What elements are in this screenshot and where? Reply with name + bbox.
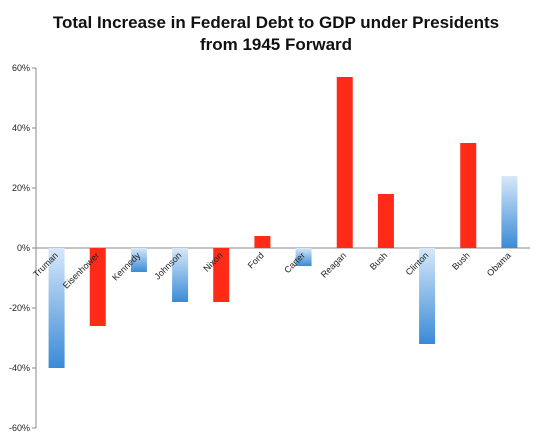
- y-tick-label: 40%: [12, 123, 30, 133]
- bar-eisenhower-1: [89, 248, 106, 326]
- y-tick-label: -40%: [9, 363, 30, 373]
- category-label: Bush: [450, 250, 472, 272]
- category-label: Reagan: [319, 250, 348, 279]
- bar-clinton-9: [419, 248, 436, 344]
- bar-carter-6: [295, 248, 312, 266]
- bar-nixon-4: [213, 248, 230, 302]
- bar-johnson-3: [172, 248, 189, 302]
- y-tick-label: -20%: [9, 303, 30, 313]
- chart-title-line-1: Total Increase in Federal Debt to GDP un…: [53, 13, 499, 32]
- category-label: Obama: [485, 250, 513, 278]
- bar-series: [48, 77, 518, 368]
- y-tick-label: 60%: [12, 63, 30, 73]
- bar-bush-10: [460, 143, 477, 248]
- category-label: Ford: [246, 250, 266, 270]
- bar-truman-0: [48, 248, 65, 368]
- y-tick-label: 20%: [12, 183, 30, 193]
- bar-obama-11: [501, 176, 518, 248]
- bar-kennedy-2: [130, 248, 147, 272]
- y-tick-label: -60%: [9, 423, 30, 433]
- y-axis: 60% 40% 20% 0% -20% -40% -60%: [9, 63, 530, 433]
- bar-reagan-7: [336, 77, 353, 248]
- y-tick-label: 0%: [17, 243, 30, 253]
- bar-bush-8: [377, 194, 394, 248]
- category-label: Bush: [368, 250, 390, 272]
- chart-title-line-2: from 1945 Forward: [200, 35, 352, 54]
- bar-ford-5: [254, 236, 271, 248]
